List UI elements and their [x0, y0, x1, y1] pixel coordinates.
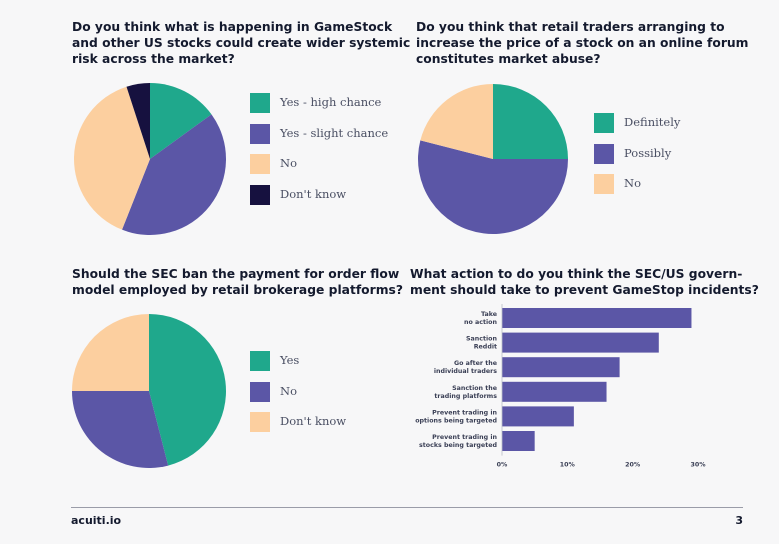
pie-chart-systemic-risk: [74, 83, 226, 235]
footer-divider: [71, 507, 743, 508]
bar-sanction-the-trading-platforms: [502, 381, 607, 402]
pie-slice-no: [420, 84, 493, 159]
bar-chart-sec-actions: Take no action Sanction Reddit Go after the i…: [415, 304, 706, 469]
chart4-title-line: ment should take to prevent GameStop inc…: [410, 283, 759, 297]
x-tick-label: 0%: [497, 462, 508, 469]
bar-category-label: Take no action: [464, 311, 497, 326]
legend-label: No: [624, 176, 641, 190]
pie-slice-yes-slight-chance: [122, 114, 226, 235]
footer-brand: acuiti.io: [71, 514, 122, 527]
legend-label: Don't know: [280, 186, 347, 201]
legend-swatch: [594, 174, 614, 194]
pie-slice-no: [74, 86, 150, 230]
page-number: 3: [735, 514, 743, 527]
pie-slice-yes: [149, 314, 226, 466]
pie-slice-no: [72, 391, 169, 468]
bar-category-label: Sanction Reddit: [466, 336, 497, 351]
pie-slice-definitely: [493, 84, 568, 159]
bar-category-label: Sanction the trading platforms: [434, 385, 497, 400]
legend-label: No: [280, 383, 297, 398]
legend-label: Possibly: [624, 145, 672, 160]
pie-slice-don-t-know: [126, 83, 150, 159]
legend-swatch: [250, 184, 270, 205]
legend-label: Don't know: [280, 414, 347, 428]
legend-swatch: [594, 143, 614, 164]
legend-swatch: [594, 113, 614, 133]
chart1-title-line: and other US stocks could create wider s…: [72, 36, 411, 50]
legend-swatch: [250, 412, 270, 432]
x-tick-label: 30%: [690, 462, 706, 469]
pie-slice-yes-high-chance: [150, 83, 212, 159]
chart3-title-line: model employed by retail brokerage platf…: [72, 283, 403, 297]
bar-category-label: Go after the individual traders: [434, 360, 497, 375]
bar-prevent-trading-in-stocks-being-targeted: [502, 431, 535, 451]
legend-label: Yes - high chance: [280, 95, 382, 109]
chart3-title-line: Should the SEC ban the payment for order…: [72, 267, 400, 281]
x-tick-label: 10%: [560, 462, 576, 469]
pie-slice-possibly: [418, 140, 568, 235]
legend-swatch: [250, 93, 270, 113]
chart2-title-line: Do you think that retail traders arrangi…: [416, 20, 725, 34]
chart1-title-line: risk across the market?: [72, 52, 235, 66]
chart4-title: What action to do you think the SEC/US g…: [410, 266, 759, 298]
legend-label: Definitely: [624, 115, 681, 129]
legend-swatch: [250, 123, 270, 144]
bar-sanction-reddit: [502, 332, 659, 353]
legend-label: No: [280, 156, 297, 170]
chart1-title-line: Do you think what is happening in GameSt…: [72, 20, 393, 34]
chart2-title-line: increase the price of a stock on an onli…: [416, 36, 749, 50]
pie-slice-don-t-know: [72, 314, 149, 391]
legend-swatch: [250, 381, 270, 402]
legend-swatch: [250, 351, 270, 371]
bar-prevent-trading-in-options-being-targeted: [502, 406, 574, 427]
chart2-title: Do you think that retail traders arrangi…: [416, 19, 748, 67]
bar-category-label: Prevent trading in stocks being targeted: [419, 434, 497, 449]
legend-label: Yes - slight chance: [280, 125, 389, 140]
bar-category-label: Prevent trading in options being targeted: [415, 409, 497, 424]
legend-swatch: [250, 154, 270, 174]
pie-chart-market-abuse: [418, 84, 568, 235]
legend-label: Yes: [280, 353, 300, 367]
bar-go-after-the-individual-traders: [502, 357, 620, 378]
chart2-title-line: constitutes market abuse?: [416, 52, 601, 66]
pie-chart-payment-order-flow: [72, 314, 226, 468]
chart4-title-line: What action to do you think the SEC/US g…: [410, 267, 743, 281]
x-tick-label: 20%: [625, 462, 641, 469]
chart3-title: Should the SEC ban the payment for order…: [72, 266, 403, 298]
chart1-title: Do you think what is happening in GameSt…: [72, 19, 410, 67]
bar-take-no-action: [502, 308, 692, 328]
